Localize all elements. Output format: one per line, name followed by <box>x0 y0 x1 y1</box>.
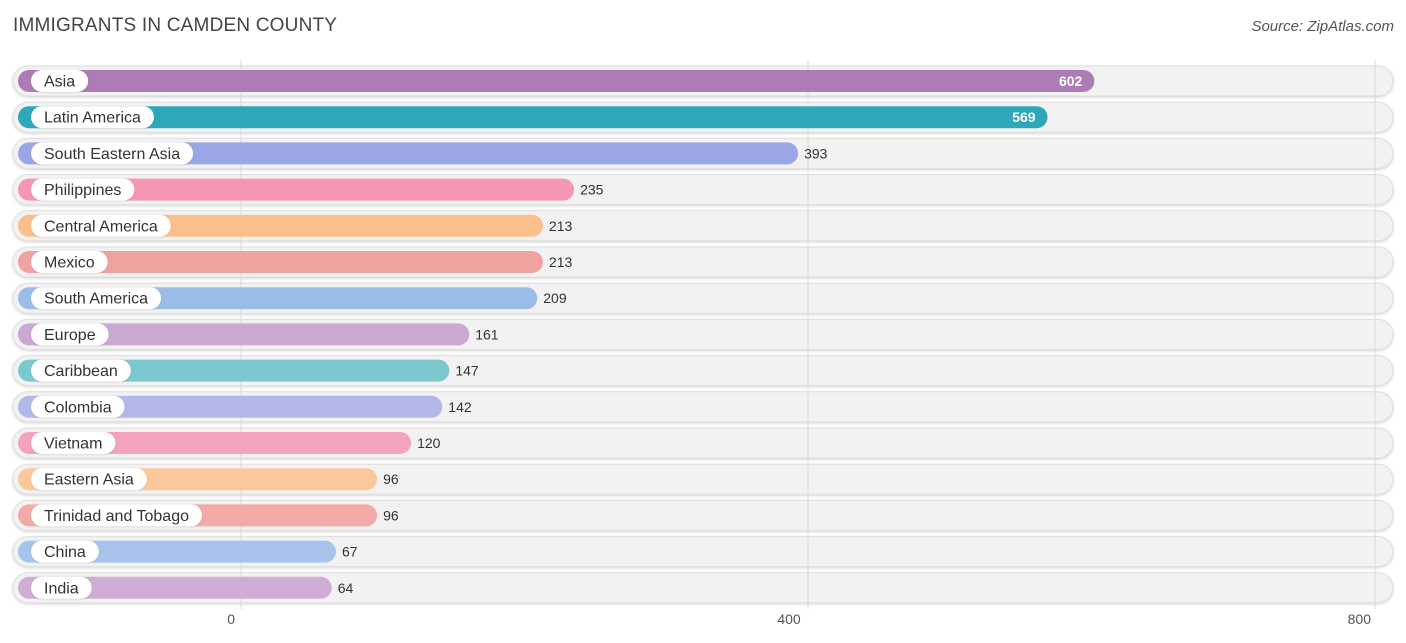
category-label: Trinidad and Tobago <box>44 508 189 525</box>
chart-source: Source: ZipAtlas.com <box>1251 18 1394 35</box>
value-label: 142 <box>448 399 472 415</box>
category-label-pill <box>31 70 89 92</box>
category-label: Eastern Asia <box>44 472 134 489</box>
value-label: 64 <box>338 580 354 596</box>
category-label: Latin America <box>44 110 141 127</box>
category-label: Central America <box>44 218 158 235</box>
bar <box>18 178 575 201</box>
value-label: 67 <box>342 544 358 560</box>
bar <box>18 70 1095 92</box>
category-label-pill <box>31 432 116 454</box>
axis-ticks: 0 400 800 <box>227 611 1371 627</box>
bar-row: China 67 <box>18 540 358 563</box>
category-label: South America <box>44 291 148 308</box>
value-label: 393 <box>804 145 828 161</box>
category-label-pill <box>31 142 194 165</box>
category-label-pill <box>31 323 109 346</box>
bar-row: Vietnam 120 <box>18 432 441 454</box>
value-label: 602 <box>1059 73 1083 89</box>
category-label: China <box>44 544 86 561</box>
value-label: 120 <box>417 435 441 451</box>
category-label-pill <box>31 504 202 527</box>
bar <box>18 432 412 454</box>
bar <box>18 251 543 273</box>
category-label-pill <box>31 214 171 237</box>
category-label: Philippines <box>44 182 121 199</box>
category-label-pill <box>31 287 162 310</box>
bar-track <box>12 536 1394 568</box>
category-label: Vietnam <box>44 436 102 453</box>
tick-label: 400 <box>777 611 801 627</box>
category-label: India <box>44 580 79 597</box>
bar-row: Colombia 142 <box>18 395 472 418</box>
bar <box>18 142 799 165</box>
bar <box>18 395 443 418</box>
bar-row: Asia 602 <box>18 70 1095 92</box>
bar-track <box>12 572 1394 604</box>
category-label: Mexico <box>44 255 95 272</box>
bar-row: Caribbean 147 <box>18 359 479 382</box>
value-label: 213 <box>549 254 573 270</box>
value-label: 235 <box>580 182 604 198</box>
chart-title: IMMIGRANTS IN CAMDEN COUNTY <box>13 15 338 36</box>
bar-row: Trinidad and Tobago 96 <box>18 504 399 527</box>
value-label: 161 <box>475 326 499 342</box>
value-label: 209 <box>543 290 567 306</box>
category-label-pill <box>31 251 108 273</box>
category-label-pill <box>31 395 125 418</box>
category-label: Europe <box>44 327 96 344</box>
category-label-pill <box>31 468 147 491</box>
tick-label: 0 <box>227 611 235 627</box>
category-label-pill <box>31 359 131 382</box>
bar-row: India 64 <box>18 576 354 599</box>
category-label: Colombia <box>44 399 112 416</box>
bar <box>18 323 470 346</box>
tick-label: 800 <box>1348 611 1372 627</box>
category-label-pill <box>31 576 92 599</box>
category-label-pill <box>31 106 154 129</box>
bar-row: South America 209 <box>18 287 567 310</box>
category-label: Caribbean <box>44 363 118 380</box>
category-label: South Eastern Asia <box>44 146 180 163</box>
bar-row: Europe 161 <box>18 323 499 346</box>
category-label: Asia <box>44 74 75 91</box>
category-label-pill <box>31 178 135 201</box>
value-label: 96 <box>383 471 399 487</box>
bar-row: South Eastern Asia 393 <box>18 142 828 165</box>
bar-row: Central America 213 <box>18 214 573 237</box>
value-label: 213 <box>549 218 573 234</box>
bars: Asia 602 Latin America 569 South Eastern Asi… <box>18 70 1095 599</box>
bar <box>18 540 336 563</box>
value-label: 569 <box>1012 109 1036 125</box>
bar-row: Philippines 235 <box>18 178 604 201</box>
bar <box>18 576 332 599</box>
category-label-pill <box>31 540 99 563</box>
bar <box>18 106 1048 129</box>
value-label: 147 <box>455 363 479 379</box>
value-label: 96 <box>383 507 399 523</box>
bar-row: Eastern Asia 96 <box>18 468 399 491</box>
bar-row: Mexico 213 <box>18 251 572 273</box>
bar-row: Latin America 569 <box>18 106 1048 129</box>
